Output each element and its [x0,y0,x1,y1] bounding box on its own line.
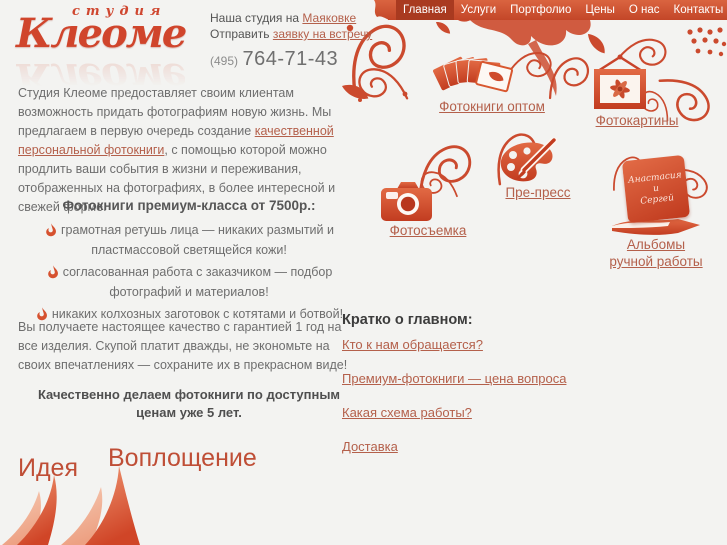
camera-icon[interactable] [380,180,434,222]
idea-caption: Идея [18,454,78,482]
photo-stack-icon[interactable] [428,56,514,98]
premium-price-link[interactable]: Премиум-фотокниги — цена вопроса [342,371,567,386]
experience-statement: Качественно делаем фотокниги по доступны… [37,387,341,420]
phone-number: (495) 764-71-43 [210,48,339,70]
list-item: грамотная ретушь лица — никаких размытий… [18,220,360,260]
premium-bullet-list: грамотная ретушь лица — никаких размытий… [18,220,360,326]
nav-item-contacts[interactable]: Контакты [673,4,724,16]
workflow-link[interactable]: Какая схема работы? [342,405,472,420]
photobooks-wholesale-link[interactable]: Фотокниги оптом [439,99,545,114]
studio-location-line: Наша студия на Маяковке [210,11,357,25]
nav-item-portfolio[interactable]: Портфолио [510,4,572,16]
who-contacts-us-link[interactable]: Кто к нам обращается? [342,337,483,352]
nav-item-home[interactable]: Главная [396,0,454,20]
photoshoot-link[interactable]: Фотосъемка [389,223,467,238]
flame-bullet-icon [37,307,47,321]
flame-bullet-icon [46,223,56,237]
mayakovka-link[interactable]: Маяковке [302,11,357,25]
main-navigation: Главная Услуги Портфолио Цены О нас Контакты [388,0,727,20]
photobook-link[interactable]: качественной персональной фотокниги [18,124,334,157]
logo-name-word: Клеоме [16,10,187,57]
send-request-line: Отправить заявку на встречу [210,27,373,41]
flame-bullet-icon [47,265,58,279]
nav-item-about[interactable]: О нас [628,4,660,16]
picture-frame-icon[interactable] [588,54,652,112]
handmade-album-icon[interactable]: Анастасия и Сергей [621,154,691,224]
palette-icon[interactable] [496,138,560,184]
album-base-icon [612,219,700,235]
intro-paragraph: Студия Клеоме предоставляет своим клиент… [18,86,336,214]
handmade-albums-link[interactable]: Альбомы ручной работы [609,237,703,269]
shortly-section: Кратко о главном: Кто к нам обращается? … [342,312,592,473]
list-item: никаких колхозных заготовок с котятами и… [18,304,360,324]
prepress-link[interactable]: Пре-пресс [505,185,571,200]
list-item: согласованная работа с заказчиком — подб… [18,262,360,302]
service-photoshoot: Фотосъемка [380,180,476,240]
studio-logo[interactable]: студия Клеоме Клеоме [14,2,214,101]
service-photobooks-wholesale: Фотокниги оптом [428,56,556,116]
service-handmade-albums: Анастасия и Сергей Альбомы ручной работы [604,154,708,271]
flame-petals-decoration [2,466,140,545]
nav-item-prices[interactable]: Цены [585,4,615,16]
shortly-heading: Кратко о главном: [342,312,473,328]
embodiment-caption: Воплощение [108,444,257,472]
contact-block: Наша студия на Маяковке Отправить заявку… [210,10,372,42]
premium-heading: Фотокниги премиум-класса от 7500р.: [62,198,316,213]
delivery-link[interactable]: Доставка [342,439,398,454]
meeting-request-link[interactable]: заявку на встречу [272,27,373,41]
photo-pictures-link[interactable]: Фотокартины [595,113,679,128]
service-prepress: Пре-пресс [496,138,580,202]
quality-paragraph: Вы получаете настоящее качество с гарант… [18,320,348,372]
service-photo-pictures: Фотокартины [588,54,686,130]
logo-studio-word: студия [72,4,167,19]
nav-item-services[interactable]: Услуги [460,4,497,16]
